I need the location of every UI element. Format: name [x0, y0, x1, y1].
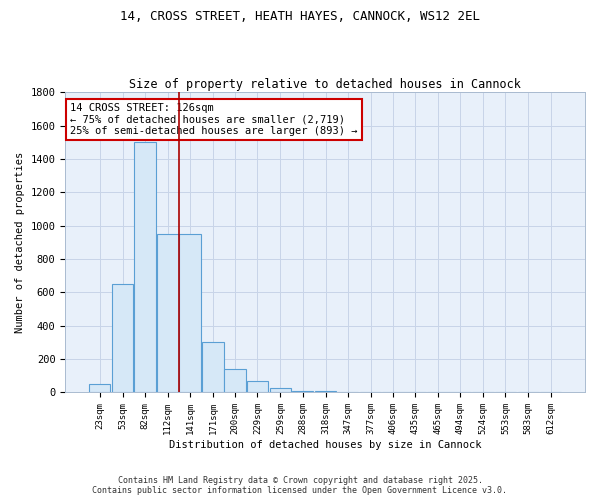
Bar	[292, 391, 313, 392]
X-axis label: Distribution of detached houses by size in Cannock: Distribution of detached houses by size …	[169, 440, 481, 450]
Bar	[202, 342, 224, 392]
Bar	[269, 388, 291, 392]
Text: 14, CROSS STREET, HEATH HAYES, CANNOCK, WS12 2EL: 14, CROSS STREET, HEATH HAYES, CANNOCK, …	[120, 10, 480, 23]
Bar	[247, 381, 268, 392]
Bar	[315, 391, 336, 392]
Bar	[179, 234, 201, 392]
Bar	[224, 369, 246, 392]
Bar	[157, 234, 179, 392]
Bar	[89, 384, 110, 392]
Text: 14 CROSS STREET: 126sqm
← 75% of detached houses are smaller (2,719)
25% of semi: 14 CROSS STREET: 126sqm ← 75% of detache…	[70, 102, 358, 136]
Bar	[134, 142, 155, 393]
Text: Contains HM Land Registry data © Crown copyright and database right 2025.
Contai: Contains HM Land Registry data © Crown c…	[92, 476, 508, 495]
Y-axis label: Number of detached properties: Number of detached properties	[15, 152, 25, 333]
Bar	[112, 284, 133, 393]
Title: Size of property relative to detached houses in Cannock: Size of property relative to detached ho…	[129, 78, 521, 91]
